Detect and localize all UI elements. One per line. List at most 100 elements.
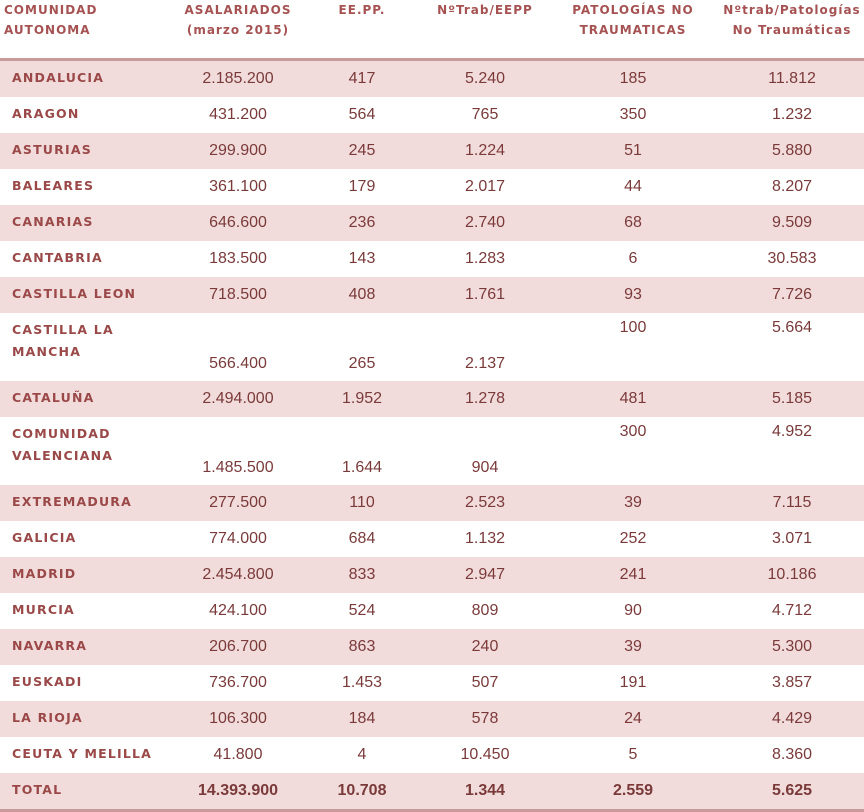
value-cell: 350 xyxy=(619,106,647,123)
value-cell: 30.583 xyxy=(767,250,817,267)
value-cell: 5.664 xyxy=(771,319,813,336)
value-cell: 431.200 xyxy=(209,106,267,123)
value-cell: 566.400 xyxy=(209,355,267,372)
table-row: LA RIOJA 106.300 184 578 24 4.429 xyxy=(0,701,864,737)
value-cell: 481 xyxy=(546,381,720,417)
value-cell: 184 xyxy=(300,701,424,737)
value-cell: 578 xyxy=(424,701,546,737)
value-cell: 718.500 xyxy=(176,277,300,313)
value-cell: 245 xyxy=(300,133,424,169)
table-row: CASTILLA LA MANCHA 566.400 265 2.137 100 5.66… xyxy=(0,313,864,381)
value-cell: 1.644 xyxy=(341,459,383,476)
value-cell: 185 xyxy=(546,59,720,97)
value-cell: 4.429 xyxy=(720,701,864,737)
value-cell: 2.185.200 xyxy=(176,59,300,97)
table-row: GALICIA 774.000 684 1.132 252 3.071 xyxy=(0,521,864,557)
value-cell: 408 xyxy=(300,277,424,313)
value-cell: 7.726 xyxy=(720,277,864,313)
value-cell: 8.360 xyxy=(771,746,813,763)
region-cell: ANDALUCIA xyxy=(0,59,176,97)
table-row: CASTILLA LEON 718.500 408 1.761 93 7.726 xyxy=(0,277,864,313)
value-cell: 6 xyxy=(628,250,638,267)
value-cell: 361.100 xyxy=(209,178,267,195)
table-row: CATALUÑA 2.494.000 1.952 1.278 481 5.185 xyxy=(0,381,864,417)
value-cell: 236 xyxy=(300,205,424,241)
region-cell: CASTILLA LEON xyxy=(0,277,176,313)
value-cell: 39 xyxy=(546,485,720,521)
value-cell: 5.185 xyxy=(720,381,864,417)
column-header: COMUNIDAD AUTONOMA xyxy=(0,0,176,61)
region-cell: NAVARRA xyxy=(0,629,176,665)
header-row: COMUNIDAD AUTONOMA ASALARIADOS (marzo 201… xyxy=(0,0,864,61)
value-cell: 252 xyxy=(619,530,647,547)
value-cell: 863 xyxy=(300,629,424,665)
table-body: ANDALUCIA 2.185.200 417 5.240 185 11.812 ARAGO… xyxy=(0,59,864,812)
value-cell: 3.857 xyxy=(771,674,813,691)
value-cell: 833 xyxy=(300,557,424,593)
region-cell: CANARIAS xyxy=(0,205,176,241)
value-cell: 4 xyxy=(357,746,367,763)
value-cell: 774.000 xyxy=(209,530,267,547)
value-cell: 1.453 xyxy=(341,674,383,691)
region-cell: ARAGON xyxy=(12,106,80,121)
value-cell: 7.115 xyxy=(720,485,864,521)
value-cell: 206.700 xyxy=(176,629,300,665)
table-row: NAVARRA 206.700 863 240 39 5.300 xyxy=(0,629,864,665)
value-cell: 277.500 xyxy=(176,485,300,521)
value-cell: 1.232 xyxy=(771,106,813,123)
value-cell: 11.812 xyxy=(720,59,864,97)
value-cell: 44 xyxy=(624,178,642,195)
value-cell: 904 xyxy=(471,459,499,476)
value-cell: 1.278 xyxy=(424,381,546,417)
value-cell: 2.559 xyxy=(546,773,720,812)
column-header: ASALARIADOS (marzo 2015) xyxy=(176,0,300,61)
region-cell: CASTILLA LA MANCHA xyxy=(12,322,114,359)
value-cell: 41.800 xyxy=(213,746,263,763)
value-cell: 2.017 xyxy=(464,178,506,195)
value-cell: 14.393.900 xyxy=(176,773,300,812)
value-cell: 1.132 xyxy=(464,530,506,547)
value-cell: 5.625 xyxy=(720,773,864,812)
value-cell: 1.224 xyxy=(424,133,546,169)
table-row: BALEARES 361.100 179 2.017 44 8.207 xyxy=(0,169,864,205)
table-row: EUSKADI 736.700 1.453 507 191 3.857 xyxy=(0,665,864,701)
value-cell: 507 xyxy=(471,674,499,691)
value-cell: 24 xyxy=(546,701,720,737)
value-cell: 1.761 xyxy=(424,277,546,313)
region-cell: BALEARES xyxy=(12,178,95,193)
region-cell: COMUNIDAD VALENCIANA xyxy=(12,426,114,463)
value-cell: 106.300 xyxy=(176,701,300,737)
table-row: CANARIAS 646.600 236 2.740 68 9.509 xyxy=(0,205,864,241)
value-cell: 183.500 xyxy=(209,250,267,267)
column-header: EE.PP. xyxy=(300,0,424,61)
value-cell: 299.900 xyxy=(176,133,300,169)
value-cell: 100 xyxy=(619,319,647,336)
table-row: MADRID 2.454.800 833 2.947 241 10.186 xyxy=(0,557,864,593)
value-cell: 90 xyxy=(624,602,642,619)
value-cell: 646.600 xyxy=(176,205,300,241)
value-cell: 1.283 xyxy=(464,250,506,267)
value-cell: 2.137 xyxy=(464,355,506,372)
table-row: CANTABRIA 183.500 143 1.283 6 30.583 xyxy=(0,241,864,277)
table-row: CEUTA Y MELILLA 41.800 4 10.450 5 8.360 xyxy=(0,737,864,773)
table-row: ARAGON 431.200 564 765 350 1.232 xyxy=(0,97,864,133)
region-cell: GALICIA xyxy=(12,530,77,545)
region-cell: CEUTA Y MELILLA xyxy=(12,746,153,761)
value-cell: 241 xyxy=(546,557,720,593)
value-cell: 8.207 xyxy=(771,178,813,195)
column-header: Nºtrab/Patologías No Traumáticas xyxy=(720,0,864,61)
value-cell: 3.071 xyxy=(771,530,813,547)
value-cell: 2.740 xyxy=(424,205,546,241)
value-cell: 5 xyxy=(628,746,638,763)
region-cell: CATALUÑA xyxy=(0,381,176,417)
table-row: ANDALUCIA 2.185.200 417 5.240 185 11.812 xyxy=(0,59,864,97)
value-cell: 765 xyxy=(471,106,499,123)
value-cell: 110 xyxy=(300,485,424,521)
value-cell: 265 xyxy=(348,355,376,372)
region-cell: MADRID xyxy=(0,557,176,593)
column-header: PATOLOGÍAS NO TRAUMATICAS xyxy=(546,0,720,61)
value-cell: 417 xyxy=(300,59,424,97)
region-cell: TOTAL xyxy=(0,773,176,812)
region-cell: LA RIOJA xyxy=(0,701,176,737)
value-cell: 2.523 xyxy=(424,485,546,521)
